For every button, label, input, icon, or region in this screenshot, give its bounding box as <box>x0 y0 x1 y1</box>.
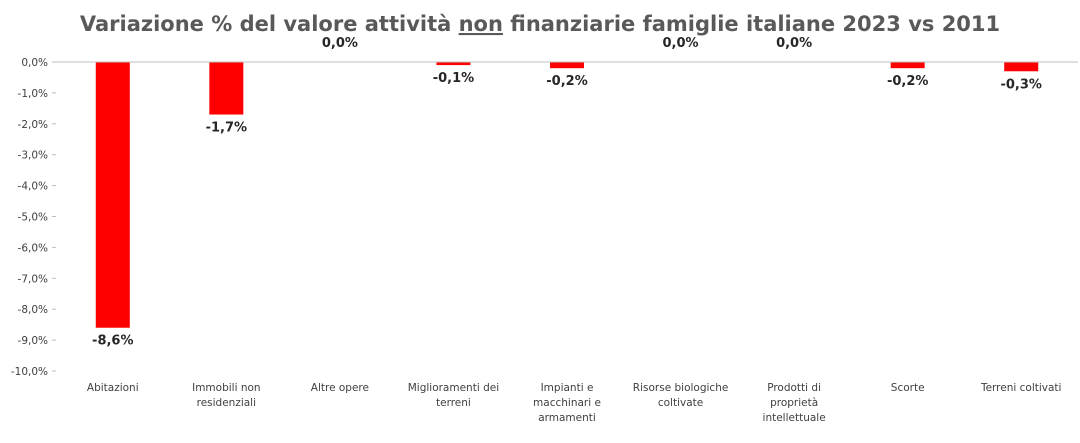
bar <box>890 62 925 69</box>
y-tick-label: -5,0% <box>18 212 48 224</box>
bar <box>436 62 471 66</box>
y-tick-label: -10,0% <box>11 366 48 378</box>
y-axis: 0,0% -1,0% -2,0% -3,0% -4,0% -5,0% -6,0% -7,0% -… <box>11 57 56 378</box>
title-part-after: finanziarie famiglie italiane 2023 vs 20… <box>503 12 1000 36</box>
category-label: Altre opere <box>311 382 369 394</box>
y-tick-label: -8,0% <box>18 304 48 316</box>
data-label: 0,0% <box>322 36 358 51</box>
data-label: -8,6% <box>92 334 133 349</box>
chart-title: Variazione % del valore attività non fin… <box>80 12 1000 36</box>
category-label: proprietà <box>770 397 818 409</box>
category-label: armamenti <box>538 412 596 424</box>
category-label: Abitazioni <box>87 382 139 394</box>
category-label: residenziali <box>197 397 256 409</box>
category-labels: Abitazioni Immobili non residenziali Altre … <box>87 382 1062 424</box>
data-label: -0,1% <box>433 71 474 86</box>
data-label: -0,2% <box>546 74 587 89</box>
y-tick-label: -4,0% <box>18 181 48 193</box>
y-tick-label: -1,0% <box>18 88 48 100</box>
category-label: Prodotti di <box>767 382 821 394</box>
category-label: macchinari e <box>533 397 601 409</box>
category-label: Risorse biologiche <box>633 382 729 394</box>
bar <box>550 62 584 69</box>
category-label: terreni <box>436 397 471 409</box>
data-label: 0,0% <box>663 36 699 51</box>
data-label: -0,3% <box>1000 77 1041 92</box>
data-label: -0,2% <box>887 74 928 89</box>
category-label: Immobili non <box>192 382 260 394</box>
bar <box>95 62 130 328</box>
bar <box>209 62 244 115</box>
y-tick-label: -3,0% <box>18 150 48 162</box>
category-label: coltivate <box>658 397 703 409</box>
data-label: 0,0% <box>776 36 812 51</box>
bar <box>1004 62 1039 72</box>
category-label: Terreni coltivati <box>980 382 1062 394</box>
data-labels: -8,6% -1,7% 0,0% -0,1% -0,2% 0,0% 0,0% -0,2% -0,… <box>92 36 1042 349</box>
title-part-before: Variazione % del valore attività <box>80 12 459 36</box>
y-tick-label: -6,0% <box>18 242 48 254</box>
category-label: Impianti e <box>541 382 594 394</box>
category-label: Scorte <box>891 382 925 394</box>
data-label: -1,7% <box>206 121 247 136</box>
title-part-underlined: non <box>459 12 503 36</box>
y-tick-label: -2,0% <box>18 119 48 131</box>
y-tick-label: 0,0% <box>21 57 48 69</box>
bars <box>95 62 1039 328</box>
category-label: Miglioramenti dei <box>408 382 499 394</box>
y-tick-label: -7,0% <box>18 273 48 285</box>
y-tick-label: -9,0% <box>18 335 48 347</box>
category-label: intellettuale <box>763 412 826 424</box>
